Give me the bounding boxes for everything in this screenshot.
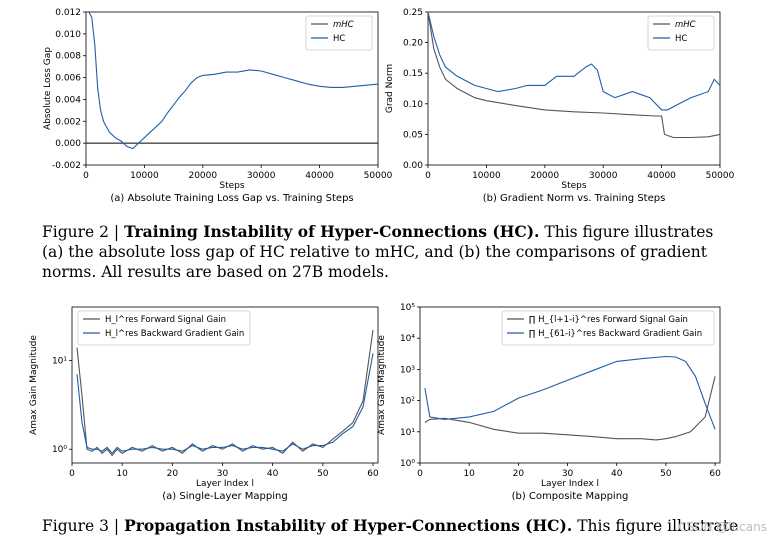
y-axis-label-a: Absolute Loss Gap [43, 47, 53, 130]
x-tick-label-d: 40 [611, 469, 623, 479]
y-tick-label-a: 0.010 [55, 30, 81, 40]
y-tick-label-b: 0.20 [403, 39, 423, 49]
y-axis-label-d: Amax Gain Magnitude [377, 335, 387, 435]
x-tick-label-a: 50000 [364, 171, 393, 181]
x-tick-label-d: 60 [709, 469, 721, 479]
legend-label-d: ∏ H_{l+1-i}^res Forward Signal Gain [529, 315, 688, 325]
y-tick-label-a: 0.000 [55, 139, 81, 149]
figure2-caption-title: Training Instability of Hyper-Connection… [124, 222, 540, 241]
y-axis-label-c: Amax Gain Magnitude [29, 335, 39, 435]
x-tick-label-b: 20000 [530, 171, 559, 181]
y-tick-label-a: 0.006 [55, 74, 81, 84]
y-tick-label-a: 0.002 [55, 117, 81, 127]
legend-label-d: ∏ H_{61-i}^res Backward Gradient Gain [529, 329, 702, 339]
legend-label-b: mHC [675, 20, 696, 30]
subplot-title-b: (b) Gradient Norm vs. Training Steps [483, 193, 666, 204]
subplot-title-c: (a) Single-Layer Mapping [162, 491, 287, 502]
x-tick-label-c: 50 [317, 469, 329, 479]
x-tick-label-b: 30000 [589, 171, 618, 181]
watermark: CSDN @lucans [678, 520, 767, 534]
x-tick-label-a: 20000 [188, 171, 217, 181]
legend-label-a: HC [333, 34, 345, 44]
x-tick-label-b: 40000 [647, 171, 676, 181]
plot-frame-a [85, 11, 379, 166]
x-axis-label-d: Layer Index l [541, 479, 599, 489]
series-line-d-1 [424, 355, 716, 430]
y-tick-label-b: 0.05 [403, 130, 423, 140]
legend-label-a: mHC [333, 20, 354, 30]
x-tick-label-c: 30 [217, 469, 229, 479]
figure3-caption-label: Figure 3 | [42, 517, 120, 535]
y-tick-label-b: 0.00 [403, 161, 423, 171]
y-tick-label-c: 10⁰ [52, 445, 67, 455]
x-tick-label-b: 10000 [472, 171, 501, 181]
series-line-b-0 [427, 11, 721, 139]
x-axis-label-b: Steps [561, 181, 586, 191]
plot-frame-d [419, 306, 721, 464]
x-tick-label-d: 0 [417, 469, 423, 479]
y-tick-label-a: 0.004 [55, 95, 81, 105]
y-tick-label-a: 0.008 [55, 52, 81, 62]
figure2-caption-label: Figure 2 | [42, 223, 120, 241]
x-tick-label-c: 20 [167, 469, 179, 479]
figure2-caption-text: This figure illustrates (a) the absolute… [42, 223, 714, 281]
y-tick-label-a: 0.012 [55, 8, 81, 18]
legend-box-c [77, 310, 251, 346]
x-tick-label-c: 10 [116, 469, 128, 479]
x-tick-label-c: 40 [267, 469, 279, 479]
x-tick-label-b: 50000 [706, 171, 735, 181]
x-tick-label-a: 30000 [247, 171, 276, 181]
y-tick-label-d: 10⁴ [400, 334, 415, 344]
figure3-caption-text: This figure illustrates the [577, 517, 737, 535]
series-line-a-1 [88, 11, 379, 150]
series-line-b-1 [427, 11, 721, 111]
plot-frame-c [71, 306, 379, 464]
y-tick-label-d: 10³ [400, 365, 415, 375]
legend-label-b: HC [675, 34, 687, 44]
x-tick-label-a: 0 [83, 171, 89, 181]
legend-label-c: H_l^res Forward Signal Gain [105, 315, 226, 325]
series-line-c-1 [76, 353, 374, 455]
x-tick-label-d: 20 [513, 469, 525, 479]
x-tick-label-c: 60 [367, 469, 379, 479]
x-tick-label-c: 0 [69, 469, 75, 479]
legend-label-c: H_l^res Backward Gradient Gain [105, 329, 244, 339]
y-tick-label-a: -0.002 [52, 161, 81, 171]
y-tick-label-d: 10⁰ [400, 459, 415, 469]
y-tick-label-c: 10¹ [52, 356, 67, 366]
plot-frame-b [427, 11, 721, 166]
x-tick-label-d: 30 [562, 469, 574, 479]
x-axis-label-c: Layer Index l [196, 479, 254, 489]
x-tick-label-d: 50 [660, 469, 672, 479]
x-tick-label-b: 0 [425, 171, 431, 181]
figure3-caption: Figure 3 | Propagation Instability of Hy… [42, 516, 737, 536]
figure3-caption-title: Propagation Instability of Hyper-Connect… [124, 516, 573, 535]
legend-box-d [501, 310, 715, 346]
subplot-title-a: (a) Absolute Training Loss Gap vs. Train… [110, 193, 353, 204]
x-axis-label-a: Steps [219, 181, 244, 191]
subplot-title-d: (b) Composite Mapping [512, 491, 629, 502]
series-line-d-0 [424, 376, 716, 441]
y-tick-label-d: 10² [400, 397, 415, 407]
y-tick-label-d: 10⁵ [400, 303, 415, 313]
x-tick-label-a: 10000 [130, 171, 159, 181]
y-tick-label-b: 0.10 [403, 100, 423, 110]
figure2-caption: Figure 2 | Training Instability of Hyper… [42, 222, 737, 282]
y-tick-label-b: 0.15 [403, 69, 423, 79]
series-line-c-0 [76, 330, 374, 457]
x-tick-label-d: 10 [463, 469, 475, 479]
y-tick-label-d: 10¹ [400, 428, 415, 438]
y-tick-label-b: 0.25 [403, 8, 423, 18]
x-tick-label-a: 40000 [305, 171, 334, 181]
y-axis-label-b: Grad Norm [385, 64, 395, 113]
